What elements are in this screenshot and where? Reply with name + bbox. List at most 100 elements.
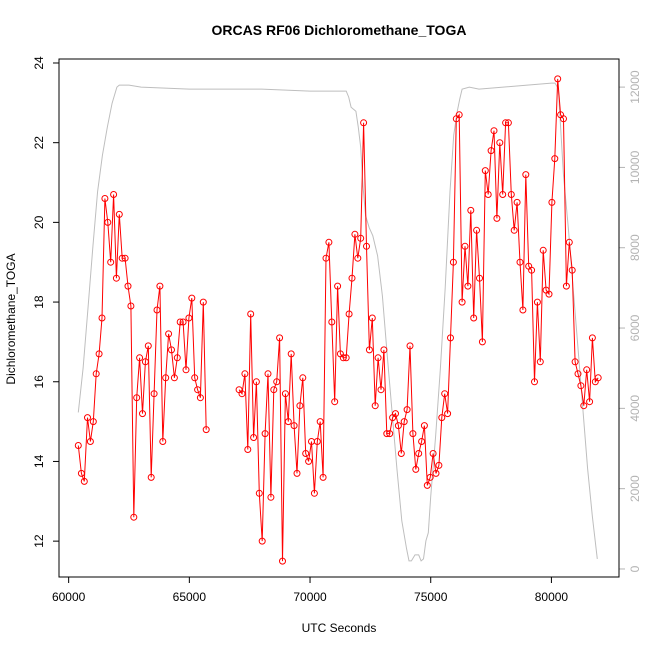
data-point	[133, 394, 141, 402]
data-point	[406, 342, 414, 350]
data-point	[110, 191, 118, 198]
data-point	[397, 450, 405, 457]
data-point	[522, 171, 530, 179]
data-point	[299, 374, 307, 382]
data-point	[348, 274, 356, 282]
series-line-segment	[238, 78, 599, 562]
data-point	[487, 147, 495, 155]
data-point	[377, 386, 385, 394]
data-point	[267, 493, 275, 501]
data-point	[418, 438, 426, 445]
data-point	[118, 254, 126, 262]
data-point	[302, 450, 310, 457]
data-point	[394, 422, 402, 430]
data-point	[121, 254, 129, 262]
data-point	[476, 274, 483, 282]
data-point	[284, 418, 292, 426]
data-point	[98, 314, 106, 322]
y-tick-label: 14	[32, 454, 46, 468]
data-point	[588, 334, 596, 342]
data-point	[80, 477, 88, 485]
data-point	[290, 422, 298, 430]
data-point	[493, 214, 501, 222]
data-point	[127, 302, 135, 310]
data-point	[339, 354, 347, 362]
data-point	[571, 358, 579, 366]
data-point	[136, 354, 144, 362]
series-line-segment	[77, 194, 207, 518]
data-point	[371, 402, 379, 410]
chart-title: ORCAS RF06 Dichloromethane_TOGA	[212, 22, 467, 38]
data-point	[147, 473, 155, 481]
data-point	[319, 473, 327, 481]
data-point	[380, 346, 388, 354]
data-point	[363, 242, 370, 250]
data-point	[261, 430, 269, 438]
data-point	[202, 426, 210, 434]
data-point	[415, 450, 423, 457]
data-point	[313, 438, 321, 445]
x-tick-label: 60000	[52, 590, 86, 604]
data-point	[435, 461, 443, 469]
data-point	[241, 370, 249, 378]
data-point	[467, 206, 475, 214]
data-point	[429, 450, 437, 457]
data-point	[130, 513, 138, 521]
data-point	[490, 127, 498, 135]
altitude-line	[77, 82, 598, 562]
y2-tick-label: 6000	[628, 314, 642, 341]
data-point	[455, 111, 463, 119]
data-point	[513, 198, 521, 206]
data-point	[354, 254, 362, 262]
data-point	[199, 298, 207, 306]
data-point	[196, 394, 204, 402]
x-axis-label: UTC Seconds	[302, 621, 377, 635]
data-point	[365, 346, 373, 354]
data-point	[438, 414, 446, 422]
data-point	[342, 354, 350, 362]
data-point	[112, 274, 120, 282]
data-point	[104, 218, 112, 226]
data-point	[238, 390, 246, 398]
data-point	[351, 230, 359, 238]
data-point	[568, 266, 576, 274]
y-tick-label: 20	[32, 215, 46, 229]
data-point	[458, 298, 466, 306]
data-point	[554, 75, 562, 83]
data-point	[328, 318, 336, 326]
data-point	[484, 191, 492, 198]
data-point	[316, 418, 324, 426]
data-point	[95, 350, 103, 358]
data-point	[360, 119, 368, 127]
data-point	[403, 406, 411, 414]
data-point	[461, 242, 469, 250]
data-point	[153, 306, 161, 314]
data-point	[586, 398, 594, 406]
data-point	[325, 238, 333, 246]
data-point	[580, 402, 588, 410]
y-tick-label: 16	[32, 375, 46, 389]
data-point	[264, 370, 272, 378]
data-point	[345, 310, 353, 318]
data-point	[334, 282, 342, 290]
data-point	[89, 418, 97, 426]
data-point	[470, 314, 478, 322]
data-point	[594, 374, 602, 382]
data-point	[77, 469, 85, 477]
data-point	[551, 155, 559, 163]
data-point	[247, 310, 255, 318]
data-point	[305, 457, 313, 465]
data-point	[107, 258, 115, 266]
data-point	[310, 489, 318, 497]
data-point	[464, 282, 472, 290]
data-point	[392, 410, 399, 418]
data-point	[84, 414, 91, 422]
data-point	[507, 191, 515, 198]
data-point	[444, 410, 452, 418]
data-point	[322, 254, 330, 262]
data-point	[250, 434, 258, 441]
data-point	[273, 378, 281, 386]
data-point	[139, 410, 146, 418]
data-point	[409, 430, 417, 438]
